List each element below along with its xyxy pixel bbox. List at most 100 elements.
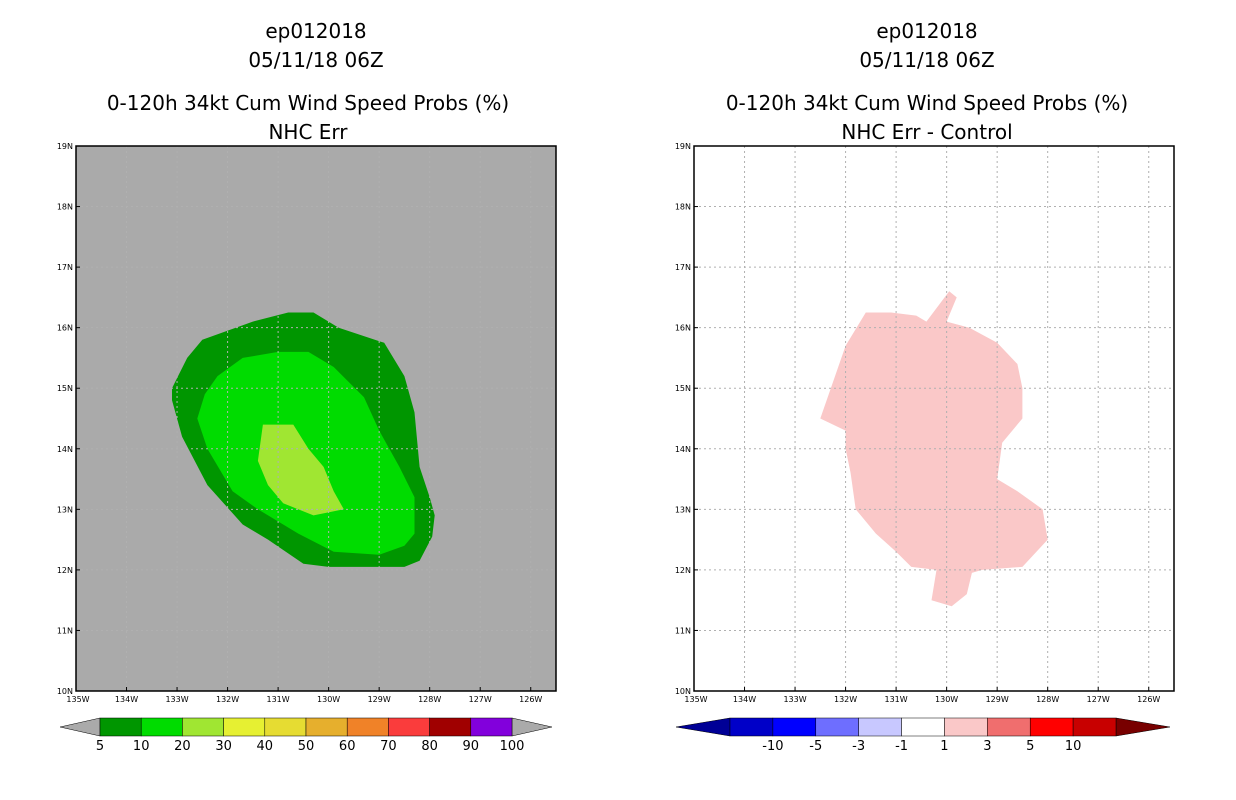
colorbar-upper-extend [1115,717,1171,737]
panel-1-colorbar: -10 -5 -3 -1 1 3 5 10 [675,717,1171,754]
y-tick-label: 15N [57,384,73,393]
colorbar-label: 10 [133,739,150,754]
x-tick-label: 129W [986,695,1009,704]
colorbar-swatch [429,717,472,737]
panel-nhc-err-minus-control: ep012018 05/11/18 06Z 0-120h 34kt Cum Wi… [675,19,1175,754]
colorbar-swatch [858,717,902,737]
colorbar-swatch [944,717,988,737]
panel-0-contours [172,312,435,567]
colorbar-label: 3 [983,739,991,754]
colorbar-label: 50 [298,739,315,754]
panel-1-y-ticks: 10N 11N 12N 13N 14N 15N 16N 17N 18N 19N [675,142,698,696]
y-tick-label: 14N [57,445,73,454]
colorbar-swatch [264,717,307,737]
panel-0-colorbar: 5 10 20 30 40 50 60 70 80 90 100 [59,717,553,754]
colorbar-label: 90 [463,739,480,754]
x-tick-label: 134W [733,695,756,704]
panel-1-title-line-1: ep012018 [876,19,977,43]
y-tick-label: 13N [57,505,73,514]
panel-0-grid [76,146,556,691]
y-tick-label: 12N [675,566,691,575]
x-tick-label: 130W [317,695,340,704]
panel-1-title-line-3: 0-120h 34kt Cum Wind Speed Probs (%) [726,91,1128,115]
colorbar-label: 1 [940,739,948,754]
x-tick-label: 135W [684,695,707,704]
x-tick-label: 128W [1036,695,1059,704]
y-tick-label: 13N [675,505,691,514]
colorbar-upper-extend [511,717,553,737]
colorbar-swatch [346,717,389,737]
colorbar-swatch [772,717,817,737]
panel-0-title-line-4: NHC Err [268,120,348,144]
panel-0-title-line-3: 0-120h 34kt Cum Wind Speed Probs (%) [107,91,509,115]
colorbar-swatch [305,717,348,737]
x-tick-label: 132W [216,695,239,704]
x-tick-label: 133W [165,695,188,704]
colorbar-label: -5 [809,739,822,754]
colorbar-swatch [987,717,1031,737]
panel-0-title-line-2: 05/11/18 06Z [248,48,383,72]
y-tick-label: 10N [57,687,73,696]
colorbar-swatch [901,717,945,737]
panel-0-y-ticks: 10N 11N 12N 13N 14N 15N 16N 17N 18N 19N [57,142,80,696]
y-tick-label: 19N [57,142,73,151]
colorbar-swatch [1029,717,1074,737]
y-tick-label: 11N [57,626,73,635]
colorbar-lower-extend [59,717,101,737]
y-tick-label: 18N [57,203,73,212]
panel-0-title-line-1: ep012018 [265,19,366,43]
colorbar-label: 80 [421,739,438,754]
y-tick-label: 17N [675,263,691,272]
y-tick-label: 19N [675,142,691,151]
colorbar-label: 10 [1065,739,1082,754]
colorbar-label: -10 [762,739,783,754]
contour-20-30 [257,424,344,516]
y-tick-label: 16N [57,324,73,333]
x-tick-label: 135W [66,695,89,704]
colorbar-label: 40 [257,739,274,754]
x-tick-label: 131W [267,695,290,704]
panel-nhc-err: ep012018 05/11/18 06Z 0-120h 34kt Cum Wi… [57,19,557,754]
y-tick-label: 17N [57,263,73,272]
y-tick-label: 11N [675,626,691,635]
y-tick-label: 18N [675,203,691,212]
x-tick-label: 127W [1087,695,1110,704]
colorbar-swatch [140,717,183,737]
x-tick-label: 133W [783,695,806,704]
x-tick-label: 130W [935,695,958,704]
colorbar-swatch [815,717,859,737]
x-tick-label: 126W [1137,695,1160,704]
colorbar-label: 5 [96,739,104,754]
panel-1-title-line-4: NHC Err - Control [841,120,1012,144]
colorbar-swatch [99,717,142,737]
panel-0-x-ticks: 135W 134W 133W 132W 131W 130W 129W 128W 127W 126W [66,687,542,704]
colorbar-swatch [182,717,224,737]
y-tick-label: 14N [675,445,691,454]
colorbar-lower-extend [675,717,731,737]
x-tick-label: 132W [834,695,857,704]
colorbar-label: 30 [215,739,232,754]
panel-1-grid [694,146,1174,691]
colorbar-label: 70 [380,739,397,754]
colorbar-swatch [388,717,430,737]
colorbar-label: 60 [339,739,356,754]
y-tick-label: 12N [57,566,73,575]
colorbar-swatch [729,717,774,737]
colorbar-swatch [1072,717,1117,737]
y-tick-label: 16N [675,324,691,333]
colorbar-swatch [223,717,266,737]
colorbar-label: 20 [174,739,191,754]
y-tick-label: 15N [675,384,691,393]
colorbar-label: -3 [852,739,865,754]
colorbar-label: 100 [500,739,525,754]
panel-1-x-ticks: 135W 134W 133W 132W 131W 130W 129W 128W 127W 126W [684,687,1160,704]
x-tick-label: 129W [368,695,391,704]
x-tick-label: 127W [469,695,492,704]
colorbar-label: 5 [1026,739,1034,754]
x-tick-label: 134W [115,695,138,704]
colorbar-label: -1 [895,739,908,754]
panel-1-title-line-2: 05/11/18 06Z [859,48,994,72]
colorbar-swatch [470,717,513,737]
x-tick-label: 131W [885,695,908,704]
